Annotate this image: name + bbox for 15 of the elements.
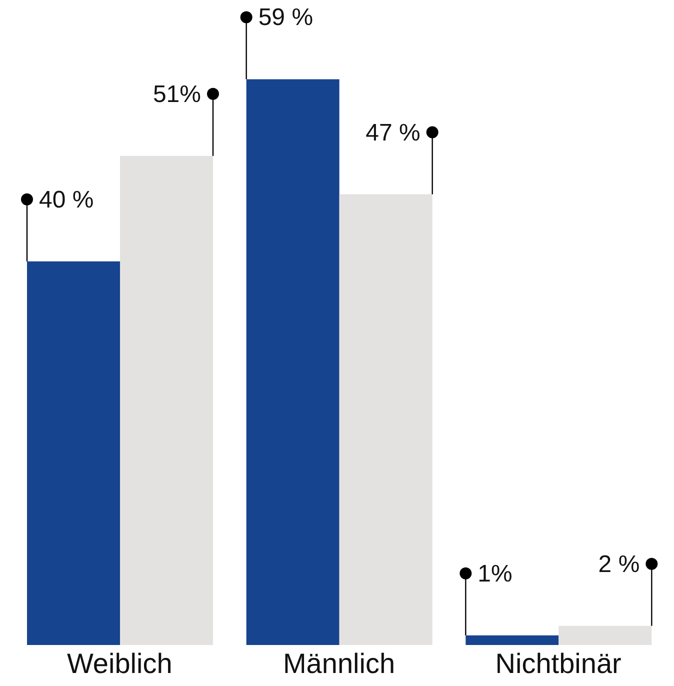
bar [558,626,652,645]
data-label: 40 % [39,186,94,214]
data-label: 1% [478,560,512,588]
data-label: 59 % [258,4,314,32]
data-label: 47 % [366,119,420,146]
bar [27,261,120,645]
bar [466,635,559,645]
x-tick-label: Weiblich [67,648,172,679]
bar [246,79,340,645]
data-label: 51% [152,80,201,108]
x-tick-label: Männlich [282,648,396,679]
x-tick-label: Nichtbinär [495,648,622,679]
bar [339,194,432,645]
bar [120,156,213,645]
data-label: 2 % [598,550,640,578]
